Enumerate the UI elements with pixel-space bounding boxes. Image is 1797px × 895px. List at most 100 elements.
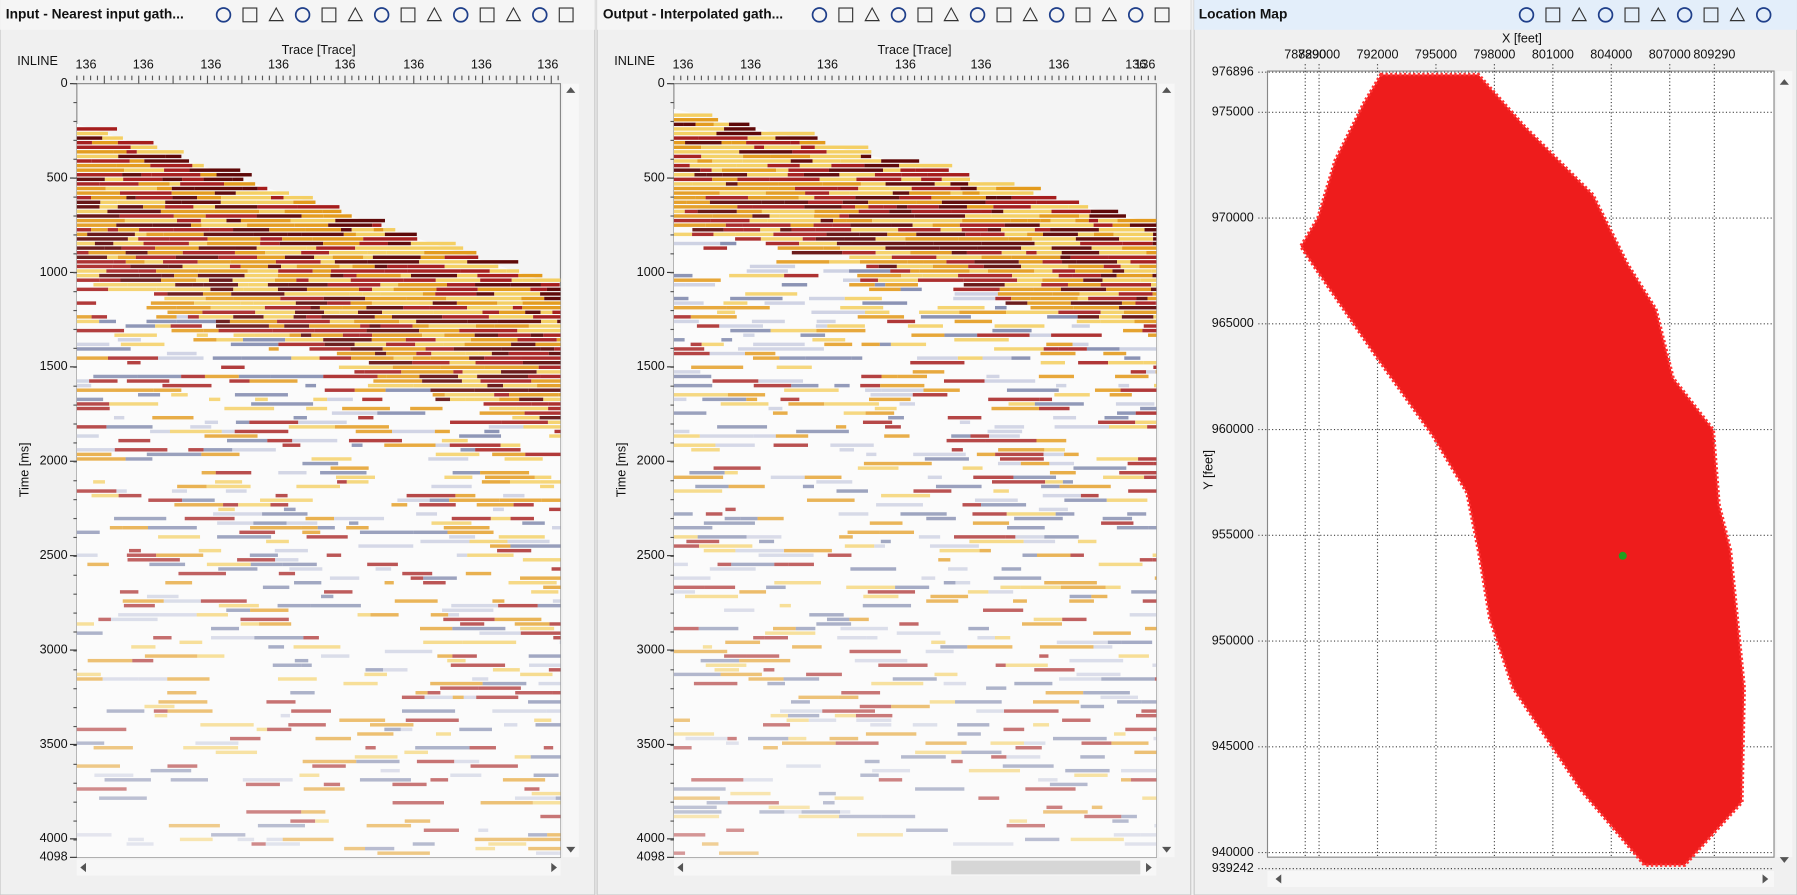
seismic-event [900,512,947,516]
toolbar-button[interactable] [426,6,443,22]
toolbar-button[interactable] [1703,7,1719,23]
scroll-thumb[interactable] [951,860,1141,875]
toolbar-button[interactable] [1597,7,1614,23]
scrollbar[interactable] [562,83,579,858]
scroll-arrow[interactable] [1762,874,1769,884]
scroll-arrow[interactable] [1146,862,1152,873]
toolbar-button[interactable] [242,7,258,23]
seismic-event [301,525,318,530]
toolbar-button[interactable] [532,7,548,23]
toolbar-button[interactable] [1154,7,1170,23]
seismic-event [113,415,125,420]
toolbar-button[interactable] [1676,7,1693,23]
seismic-event [839,173,875,177]
scrollbar[interactable] [76,859,561,876]
seismic-event [167,709,213,713]
seismic-event [156,269,199,273]
toolbar-button[interactable] [1571,6,1588,22]
scroll-arrow[interactable] [566,846,576,853]
scroll-arrow[interactable] [1275,874,1282,884]
toolbar-button[interactable] [1755,7,1772,23]
seismic-event [796,429,849,434]
seismic-event [866,452,877,457]
toolbar-button[interactable] [917,7,933,23]
toolbar-button[interactable] [400,7,416,23]
toolbar-button[interactable] [838,7,854,23]
seismic-event [743,154,771,159]
seismic-event [900,168,916,172]
scroll-arrow[interactable] [551,862,558,873]
seismic-event [175,283,193,287]
toolbar-button[interactable] [1127,7,1144,23]
scroll-arrow[interactable] [1162,87,1172,93]
scrollbar[interactable] [1776,71,1793,858]
scroll-arrow[interactable] [566,87,576,93]
toolbar-button[interactable] [294,7,311,23]
toolbar-button[interactable] [996,7,1012,23]
toolbar-button[interactable] [811,7,828,23]
scroll-arrow[interactable] [1779,79,1789,85]
toolbar-button[interactable] [1022,6,1039,22]
seismic-event [169,237,208,241]
toolbar-button[interactable] [558,7,574,23]
seismic-event [536,851,559,855]
toolbar-button[interactable] [1048,7,1065,23]
scrollbar[interactable] [1267,870,1775,887]
toolbar-button[interactable] [453,7,469,23]
toolbar-button[interactable] [373,7,390,23]
seismic-event [91,140,118,145]
scroll-arrow[interactable] [1162,846,1172,853]
toolbar-button[interactable] [1729,6,1746,22]
seismic-event [714,668,740,672]
seismic-event [1154,823,1157,828]
seismic-event [833,218,847,223]
seismic-event [779,603,791,608]
seismic-event [842,250,876,255]
seismic-event [480,379,532,383]
y-tick-label: 0 [61,76,68,90]
scrollbar[interactable] [1158,83,1175,858]
scroll-arrow[interactable] [80,862,87,873]
toolbar-button[interactable] [1518,7,1535,23]
scroll-arrow[interactable] [1779,857,1789,863]
seismic-event [99,278,121,282]
toolbar-button[interactable] [215,7,232,23]
seismic-event [1064,452,1079,457]
seismic-event [76,631,103,635]
seismic-event [356,273,401,278]
y-tick-label: 960000 [1212,422,1254,436]
seismic-event [242,338,286,342]
seismic-event [305,228,342,232]
seismic-event [360,324,370,328]
seismic-event [435,338,471,342]
seismic-event [673,168,701,172]
toolbar-button[interactable] [479,7,495,23]
seismic-event [89,379,118,383]
toolbar-button[interactable] [969,7,986,23]
scroll-arrow[interactable] [677,862,684,873]
toolbar-button[interactable] [890,7,907,23]
toolbar-button[interactable] [1650,6,1667,22]
toolbar-button[interactable] [1075,7,1091,23]
seismic-event [528,700,561,704]
seismic-event [1012,273,1059,278]
seismic-event [1135,411,1157,415]
toolbar-button[interactable] [321,7,337,23]
seismic-event [138,677,168,681]
seismic-event [327,301,351,305]
toolbar-button[interactable] [268,6,285,22]
toolbar-button[interactable] [505,6,522,22]
seismic-event [673,191,720,195]
seismic-event [701,342,724,347]
toolbar-button[interactable] [943,6,960,22]
seismic-event [478,828,489,832]
seismic-event [814,145,869,149]
toolbar-button[interactable] [347,6,364,22]
toolbar-button[interactable] [1545,7,1561,23]
seismic-event [184,516,235,521]
seismic-event [883,205,897,209]
toolbar-button[interactable] [1624,7,1640,23]
x-tick-label: 136 [133,58,154,72]
toolbar-button[interactable] [1101,6,1118,22]
toolbar-button[interactable] [864,6,880,22]
